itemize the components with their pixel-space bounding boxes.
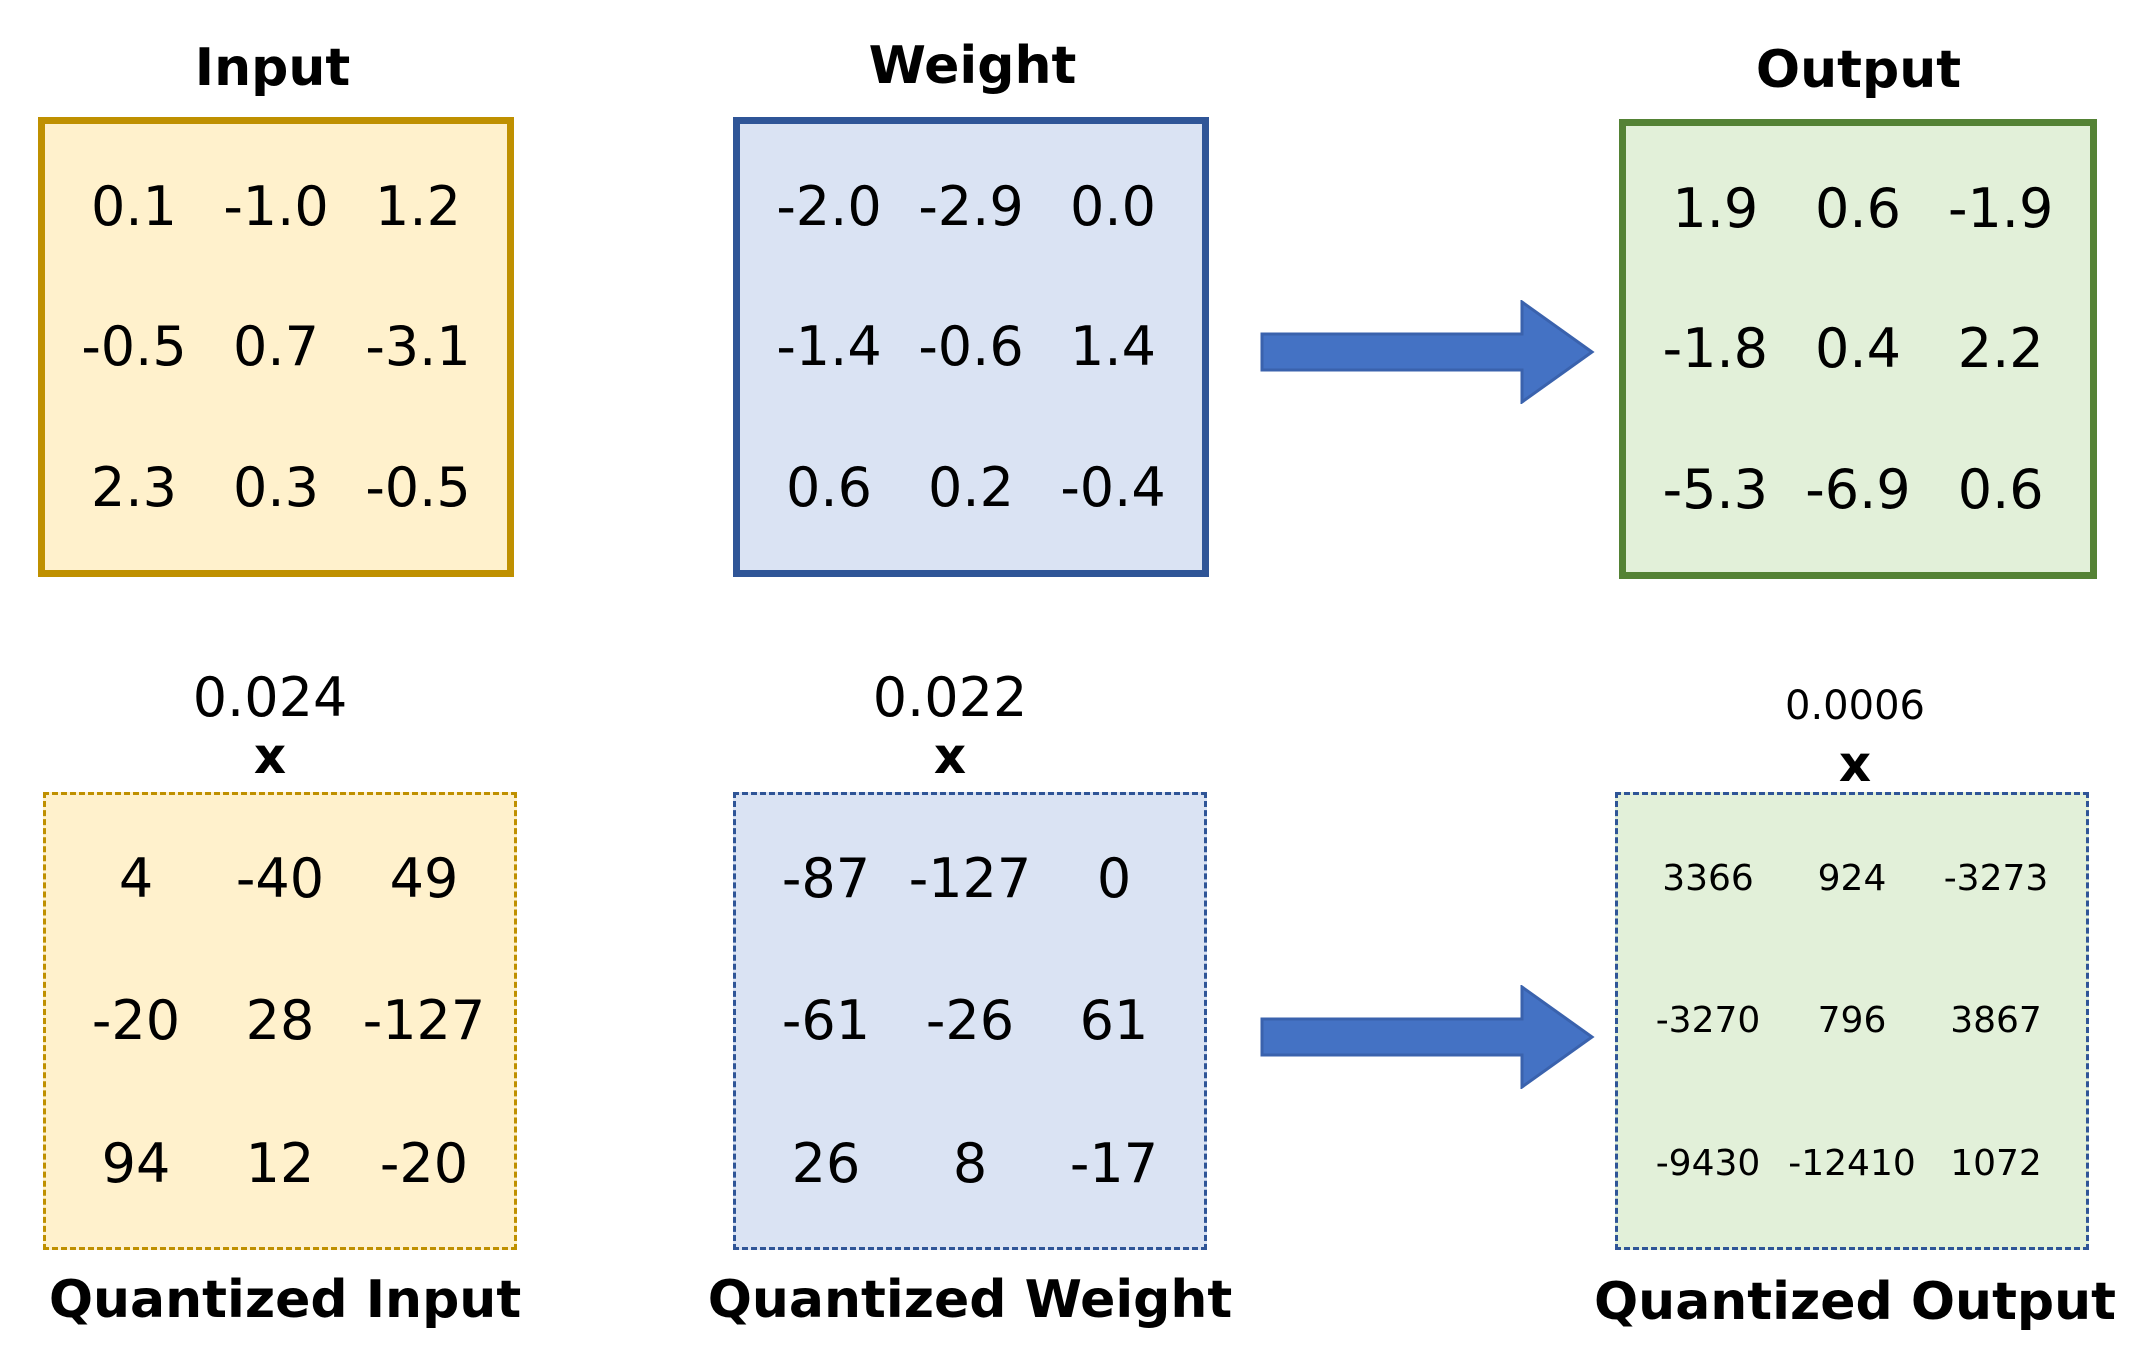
input-scale-value: 0.024 [192,666,348,729]
matrix-cell: 0.1 [91,174,177,238]
matrix-cell: 0.4 [1815,317,1901,381]
weight-scale: 0.022 x [840,666,1060,785]
multiply-icon: x [1838,735,1872,793]
matrix-cell: -5.3 [1662,458,1769,522]
matrix-cell: -87 [781,846,871,910]
quantized-weight-matrix: -87 -127 0 -61 -26 61 26 8 -17 [733,792,1207,1250]
matrix-cell: -2.0 [776,174,882,238]
matrix-cell: -1.0 [223,174,329,238]
input-scale: 0.024 x [160,666,380,785]
weight-matrix: -2.0 -2.9 0.0 -1.4 -0.6 1.4 0.6 0.2 -0.4 [733,117,1209,577]
matrix-cell: -12410 [1788,1143,1916,1185]
matrix-cell: 0.6 [786,456,872,520]
matrix-cell: 3366 [1662,857,1754,899]
matrix-cell: 1072 [1950,1143,2042,1185]
output-scale-value: 0.0006 [1785,683,1925,729]
matrix-cell: 924 [1817,857,1887,899]
matrix-cell: -20 [379,1132,469,1196]
multiply-icon: x [933,727,967,785]
matrix-cell: 94 [101,1132,171,1196]
matrix-cell: 12 [245,1132,315,1196]
matrix-cell: 49 [389,846,459,910]
matrix-cell: 0.3 [233,456,319,520]
matrix-cell: 0.6 [1815,176,1901,240]
matrix-cell: -1.4 [776,315,882,379]
input-title: Input [194,38,351,98]
matrix-cell: -20 [91,989,181,1053]
output-matrix: 1.9 0.6 -1.9 -1.8 0.4 2.2 -5.3 -6.9 0.6 [1619,119,2097,579]
quantized-weight-title: Quantized Weight [707,1270,1233,1330]
matrix-cell: 0.6 [1957,458,2044,522]
matrix-cell: 0.0 [1070,174,1156,238]
matrix-cell: -0.5 [81,315,187,379]
matrix-cell: 61 [1079,989,1149,1053]
matrix-cell: 796 [1817,1000,1887,1042]
matrix-cell: -17 [1069,1132,1159,1196]
matrix-cell: 2.3 [91,456,177,520]
matrix-cell: -3270 [1655,1000,1761,1042]
matrix-cell: -3273 [1943,857,2049,899]
matrix-cell: -9430 [1655,1143,1761,1185]
matrix-cell: 1.2 [375,174,461,238]
matrix-cell: -127 [362,989,486,1053]
matrix-cell: -26 [925,989,1015,1053]
matrix-cell: 2.2 [1957,317,2044,381]
matrix-cell: -3.1 [365,315,471,379]
matrix-cell: -0.5 [365,456,471,520]
matrix-cell: -1.9 [1947,176,2054,240]
matrix-cell: 1.4 [1070,315,1156,379]
top-arrow-icon [1260,300,1595,404]
matrix-cell: -40 [235,846,325,910]
matrix-cell: 8 [952,1132,988,1196]
matrix-cell: 4 [118,846,154,910]
matrix-cell: -61 [781,989,871,1053]
matrix-cell: 3867 [1950,1000,2042,1042]
matrix-cell: -0.6 [918,315,1024,379]
matrix-cell: 0.7 [233,315,319,379]
quantized-input-matrix: 4 -40 49 -20 28 -127 94 12 -20 [43,792,517,1250]
weight-scale-value: 0.022 [872,666,1028,729]
matrix-cell: -6.9 [1805,458,1911,522]
matrix-cell: -2.9 [918,174,1024,238]
matrix-cell: -127 [908,846,1032,910]
quantized-output-title: Quantized Output [1593,1272,2117,1332]
matrix-cell: 1.9 [1672,176,1759,240]
matrix-cell: -1.8 [1662,317,1769,381]
quantized-output-matrix: 3366 924 -3273 -3270 796 3867 -9430 -124… [1615,792,2089,1250]
output-title: Output [1755,40,1962,100]
matrix-cell: 26 [791,1132,861,1196]
weight-title: Weight [868,36,1077,96]
matrix-cell: -0.4 [1060,456,1166,520]
output-scale: 0.0006 x [1745,676,1965,792]
bottom-arrow-icon [1260,985,1595,1089]
quantized-input-title: Quantized Input [48,1270,522,1330]
matrix-cell: 0 [1096,846,1132,910]
input-matrix: 0.1 -1.0 1.2 -0.5 0.7 -3.1 2.3 0.3 -0.5 [38,117,514,577]
matrix-cell: 0.2 [928,456,1014,520]
multiply-icon: x [253,727,287,785]
matrix-cell: 28 [245,989,315,1053]
